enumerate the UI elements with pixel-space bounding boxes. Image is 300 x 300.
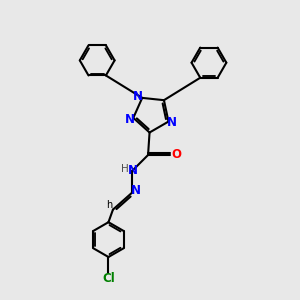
Text: h: h xyxy=(106,200,112,210)
Text: O: O xyxy=(171,148,181,161)
Text: Cl: Cl xyxy=(102,272,115,285)
Text: N: N xyxy=(128,164,138,177)
Text: N: N xyxy=(133,90,143,103)
Text: N: N xyxy=(167,116,177,129)
Text: N: N xyxy=(125,112,135,126)
Text: H: H xyxy=(121,164,129,174)
Text: N: N xyxy=(131,184,141,197)
